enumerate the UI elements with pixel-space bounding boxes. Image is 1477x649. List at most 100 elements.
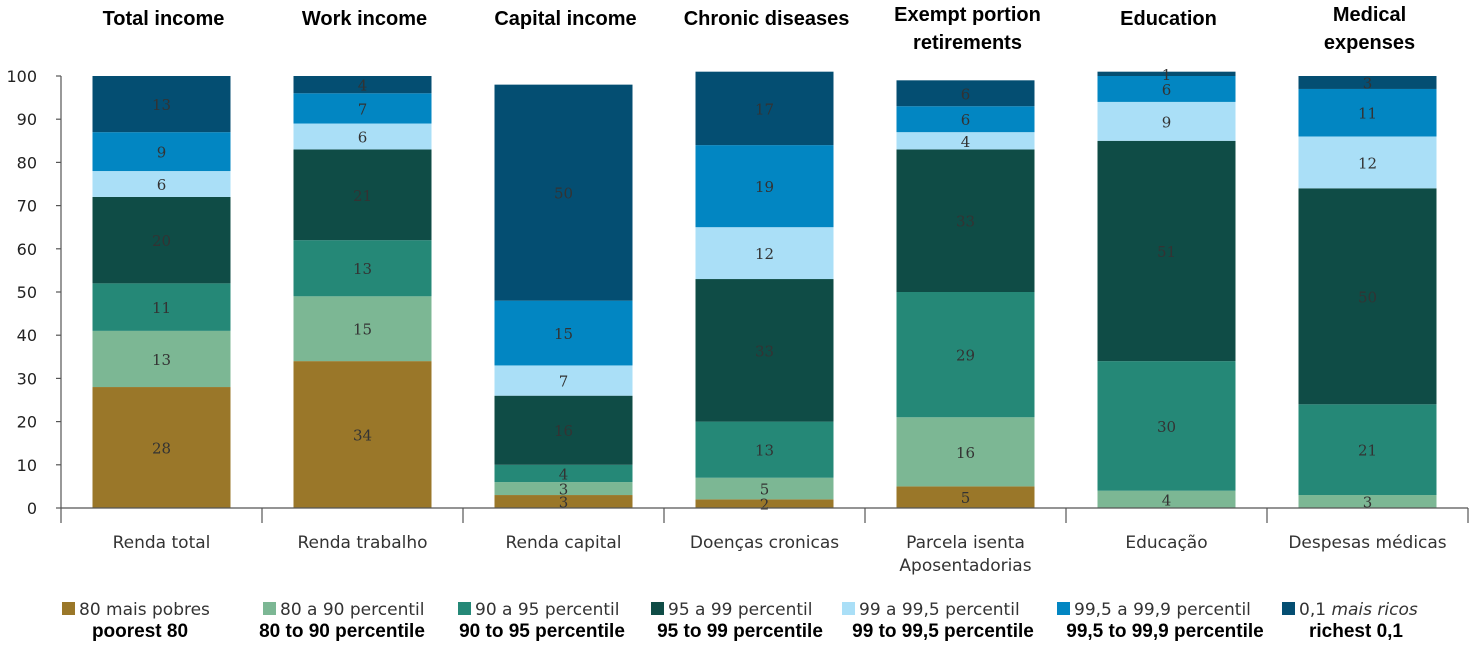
bar-segment — [1298, 76, 1437, 89]
bar-segment — [1298, 188, 1437, 405]
bar-segment — [92, 387, 231, 508]
bar-segment — [896, 132, 1035, 150]
bar-segment — [695, 279, 834, 422]
legend-label: 80 mais pobres — [79, 600, 210, 620]
bar-segment — [695, 421, 834, 478]
data-label: 20 — [152, 232, 171, 250]
y-tick-label: 50 — [17, 283, 37, 302]
legend-label: 90 a 95 percentil — [475, 600, 619, 620]
bar-segment — [1097, 76, 1236, 102]
panel-title: Chronic diseases — [684, 8, 850, 30]
data-label: 3 — [559, 481, 569, 499]
data-label: 17 — [755, 100, 774, 118]
x-tick-label: Despesas médicas — [1288, 533, 1446, 553]
legend-swatch — [62, 602, 75, 615]
bar-segment — [92, 76, 231, 133]
bar-segment — [293, 296, 432, 362]
data-label: 4 — [1162, 491, 1172, 509]
bar-segment — [293, 240, 432, 297]
data-label: 13 — [152, 351, 171, 369]
legend-label: 80 a 90 percentil — [280, 600, 424, 620]
legend-label-english: richest 0,1 — [1309, 621, 1403, 642]
data-label: 11 — [152, 299, 171, 317]
bar-segment — [494, 365, 633, 396]
panel-title: Work income — [302, 8, 427, 30]
bar-segment — [896, 80, 1035, 107]
legend-label: 95 a 99 percentil — [668, 600, 812, 620]
data-label: 16 — [956, 444, 975, 462]
data-label: 12 — [755, 245, 774, 263]
bar-segment — [1298, 88, 1437, 137]
data-label: 4 — [358, 77, 368, 95]
bar-segment — [896, 486, 1035, 508]
legend-label: 0,1 mais ricos — [1299, 600, 1418, 620]
x-tick-label: Renda total — [113, 533, 211, 553]
bar-segment — [92, 283, 231, 331]
data-label: 33 — [755, 342, 774, 360]
bar-segment — [1298, 136, 1437, 189]
data-label: 34 — [353, 427, 372, 445]
x-tick-label: Renda trabalho — [297, 533, 427, 553]
bar-segment — [695, 227, 834, 280]
bar-segment — [695, 145, 834, 228]
bar-segment — [695, 71, 834, 146]
legend-label-english: poorest 80 — [92, 621, 188, 642]
data-label: 11 — [1358, 105, 1377, 123]
panel-title: Exempt portion retirements — [894, 4, 1041, 54]
data-label: 6 — [358, 128, 368, 146]
bar-segment — [1097, 140, 1236, 362]
data-label: 33 — [956, 213, 975, 231]
data-label: 7 — [559, 373, 569, 391]
y-tick-label: 100 — [6, 67, 37, 86]
y-tick-label: 70 — [17, 197, 37, 216]
bar-segment — [92, 330, 231, 388]
x-tick-label: Educação — [1125, 533, 1207, 553]
bar-segment — [293, 93, 432, 124]
y-tick-label: 80 — [17, 153, 37, 172]
data-label: 50 — [1358, 288, 1377, 306]
bar-segment — [1097, 71, 1236, 76]
data-label: 4 — [961, 133, 971, 151]
data-label: 3 — [1363, 74, 1373, 92]
y-tick-label: 40 — [17, 326, 37, 345]
bar-segment — [1097, 490, 1236, 508]
data-label: 5 — [760, 481, 770, 499]
bar-segment — [494, 495, 633, 508]
panel-title: Education — [1120, 8, 1217, 30]
data-label: 51 — [1157, 243, 1176, 261]
bars — [92, 71, 1437, 508]
legend-swatch — [263, 602, 276, 615]
data-label: 7 — [358, 100, 368, 118]
x-tick-label: Parcela isenta Aposentadorias — [899, 533, 1031, 576]
x-tick-label: Doenças cronicas — [690, 533, 839, 553]
data-label: 16 — [554, 422, 573, 440]
bar-segment — [896, 292, 1035, 418]
panel-title: Capital income — [494, 8, 636, 30]
bar-segment — [1298, 404, 1437, 496]
y-tick-label: 20 — [17, 413, 37, 432]
panel-title: Medical expenses — [1324, 4, 1415, 54]
legend-label-english: 80 to 90 percentile — [259, 621, 425, 642]
bar-segment — [896, 417, 1035, 487]
bar-segment — [92, 171, 231, 197]
data-label: 21 — [353, 187, 372, 205]
data-label: 15 — [353, 321, 372, 339]
panel-title: Total income — [103, 8, 225, 30]
bar-segment — [293, 76, 432, 94]
data-label: 28 — [152, 440, 171, 458]
bar-segment — [1097, 361, 1236, 491]
data-label: 13 — [353, 260, 372, 278]
bar-segment — [293, 149, 432, 241]
bar-segment — [695, 499, 834, 508]
x-tick-label: Renda capital — [506, 533, 622, 553]
bar-segment — [494, 300, 633, 366]
data-label: 6 — [961, 85, 971, 103]
bar-segment — [494, 395, 633, 465]
data-label: 9 — [157, 144, 167, 162]
bar-segment — [1298, 495, 1437, 508]
data-label: 13 — [755, 442, 774, 460]
data-label: 13 — [152, 96, 171, 114]
data-label: 6 — [157, 176, 167, 194]
legend-label-english: 95 to 99 percentile — [657, 621, 823, 642]
